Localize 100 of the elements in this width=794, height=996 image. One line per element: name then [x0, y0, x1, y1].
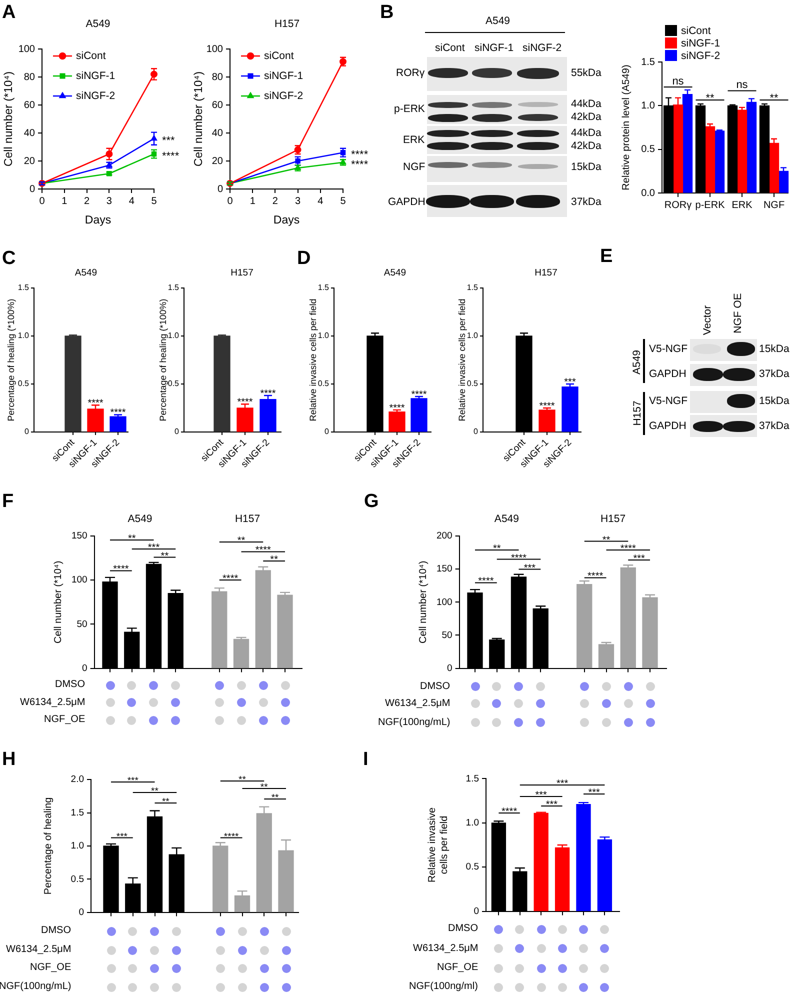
y-tick-label: 150: [436, 564, 452, 575]
text: A549: [494, 512, 520, 525]
y-tick-label: 0.5: [18, 379, 30, 388]
y-axis-title: Percentage of healing (*100%): [158, 298, 168, 422]
annotation: ns: [736, 79, 748, 92]
x-tick-label: 4: [318, 196, 324, 207]
x-tick-label: 0: [39, 196, 46, 207]
y-axis-title: Cell number (*10⁴): [418, 560, 429, 644]
text: W6134_2.5μM: [20, 696, 86, 708]
text: DMSO: [420, 680, 450, 692]
x-axis-title: Days: [273, 214, 300, 226]
annotation: ****: [478, 576, 494, 588]
y-axis-title: Relative protein level (A549): [620, 64, 632, 190]
text: 15kDa: [759, 394, 790, 406]
x-tick-label: 4: [128, 196, 135, 207]
y-axis-title: Percentage of healing (*100%): [6, 298, 16, 422]
y-axis-title: Cell number (*10⁴): [52, 560, 64, 644]
text: siNGF-2: [522, 42, 562, 54]
text: NGF(100ng/mL): [0, 981, 72, 992]
x-tick-label: RORγ: [664, 200, 692, 211]
y-axis-title: Cell number (*10⁴): [193, 71, 206, 167]
x-tick-label: 2: [84, 196, 90, 207]
text: 42kDa: [571, 140, 602, 152]
annotation: **: [270, 554, 278, 566]
annotation: ****: [222, 574, 238, 584]
y-tick-label: 2.0: [70, 774, 84, 786]
chart-title: H157: [230, 268, 254, 279]
x-tick-label: 3: [106, 196, 112, 207]
text: W6134_2.5μM: [6, 944, 72, 955]
text: ERK: [403, 134, 425, 146]
y-axis-title: Cell number (*10⁴): [3, 71, 16, 167]
text: C: [2, 248, 16, 269]
text: H: [2, 749, 16, 770]
annotation: **: [128, 534, 136, 544]
text: A549: [486, 14, 510, 26]
annotation: ****: [588, 571, 604, 582]
text: NGF_OE: [437, 962, 478, 973]
annotation: **: [160, 550, 169, 562]
y-tick-label: 0.5: [641, 144, 656, 156]
text: NGF OE: [732, 292, 744, 333]
chart-title: H157: [274, 18, 300, 30]
y-tick-label: 0: [29, 184, 36, 195]
text: 37kDa: [759, 368, 790, 380]
text: NGF(100ng/ml): [409, 981, 478, 992]
text: F: [2, 491, 14, 512]
y-tick-label: 1.5: [168, 283, 180, 292]
y-tick-label: 60: [24, 100, 36, 111]
text: GAPDH: [649, 368, 686, 380]
y-tick-label: 200: [436, 530, 452, 542]
annotation: **: [260, 782, 268, 793]
y-tick-label: 20: [24, 156, 36, 167]
text: 55kDa: [571, 66, 602, 78]
annotation: ****: [237, 397, 253, 408]
text: I: [363, 749, 368, 770]
legend-label: siCont: [76, 50, 106, 62]
annotation: ***: [535, 790, 548, 801]
legend-label: siNGF-2: [76, 90, 116, 102]
annotation: ****: [110, 408, 126, 419]
annotation: **: [271, 792, 280, 804]
text: B: [380, 2, 394, 23]
text: NGF: [403, 160, 426, 172]
annotation: **: [706, 92, 715, 104]
y-tick-label: 100: [18, 44, 36, 55]
text: NGF_OE: [44, 714, 86, 725]
text: DMSO: [55, 679, 85, 690]
text: 15kDa: [571, 160, 602, 172]
y-tick-label: 1.5: [641, 56, 656, 68]
text: 15kDa: [759, 342, 790, 354]
y-tick-label: 1.0: [70, 840, 84, 852]
y-tick-label: 40: [24, 128, 36, 139]
annotation: ***: [588, 788, 600, 798]
y-tick-label: 1.5: [18, 283, 30, 292]
y-tick-label: 1.5: [318, 283, 330, 292]
text: 42kDa: [571, 111, 602, 124]
x-tick-label: 1: [250, 196, 256, 207]
x-axis-title: Days: [84, 214, 112, 226]
text: 44kDa: [571, 126, 602, 138]
y-axis-title: Relative invasive cells per field: [308, 298, 318, 422]
y-tick-label: 0.5: [70, 874, 84, 885]
annotation: ****: [539, 401, 555, 412]
text: D: [297, 248, 311, 269]
legend-label: siNGF-2: [681, 50, 720, 62]
text: NGF_OE: [30, 962, 72, 973]
y-tick-label: 150: [71, 530, 88, 542]
text: A549: [128, 512, 152, 525]
annotation: ****: [224, 831, 240, 842]
annotation: ***: [116, 831, 128, 842]
y-tick-label: 1.0: [466, 818, 479, 829]
y-tick-label: 1.5: [466, 773, 479, 784]
annotation: ***: [556, 778, 568, 790]
annotation: ****: [351, 149, 369, 162]
y-tick-label: 0: [447, 662, 452, 674]
y-tick-label: 1.0: [641, 100, 656, 112]
annotation: ****: [260, 388, 276, 400]
annotation: ****: [502, 806, 518, 818]
text: 37kDa: [571, 196, 602, 208]
y-tick-label: 0: [474, 427, 479, 436]
y-tick-label: 20: [212, 156, 224, 167]
annotation: ***: [633, 554, 645, 564]
y-axis-title: Percentage of healing: [42, 797, 54, 895]
